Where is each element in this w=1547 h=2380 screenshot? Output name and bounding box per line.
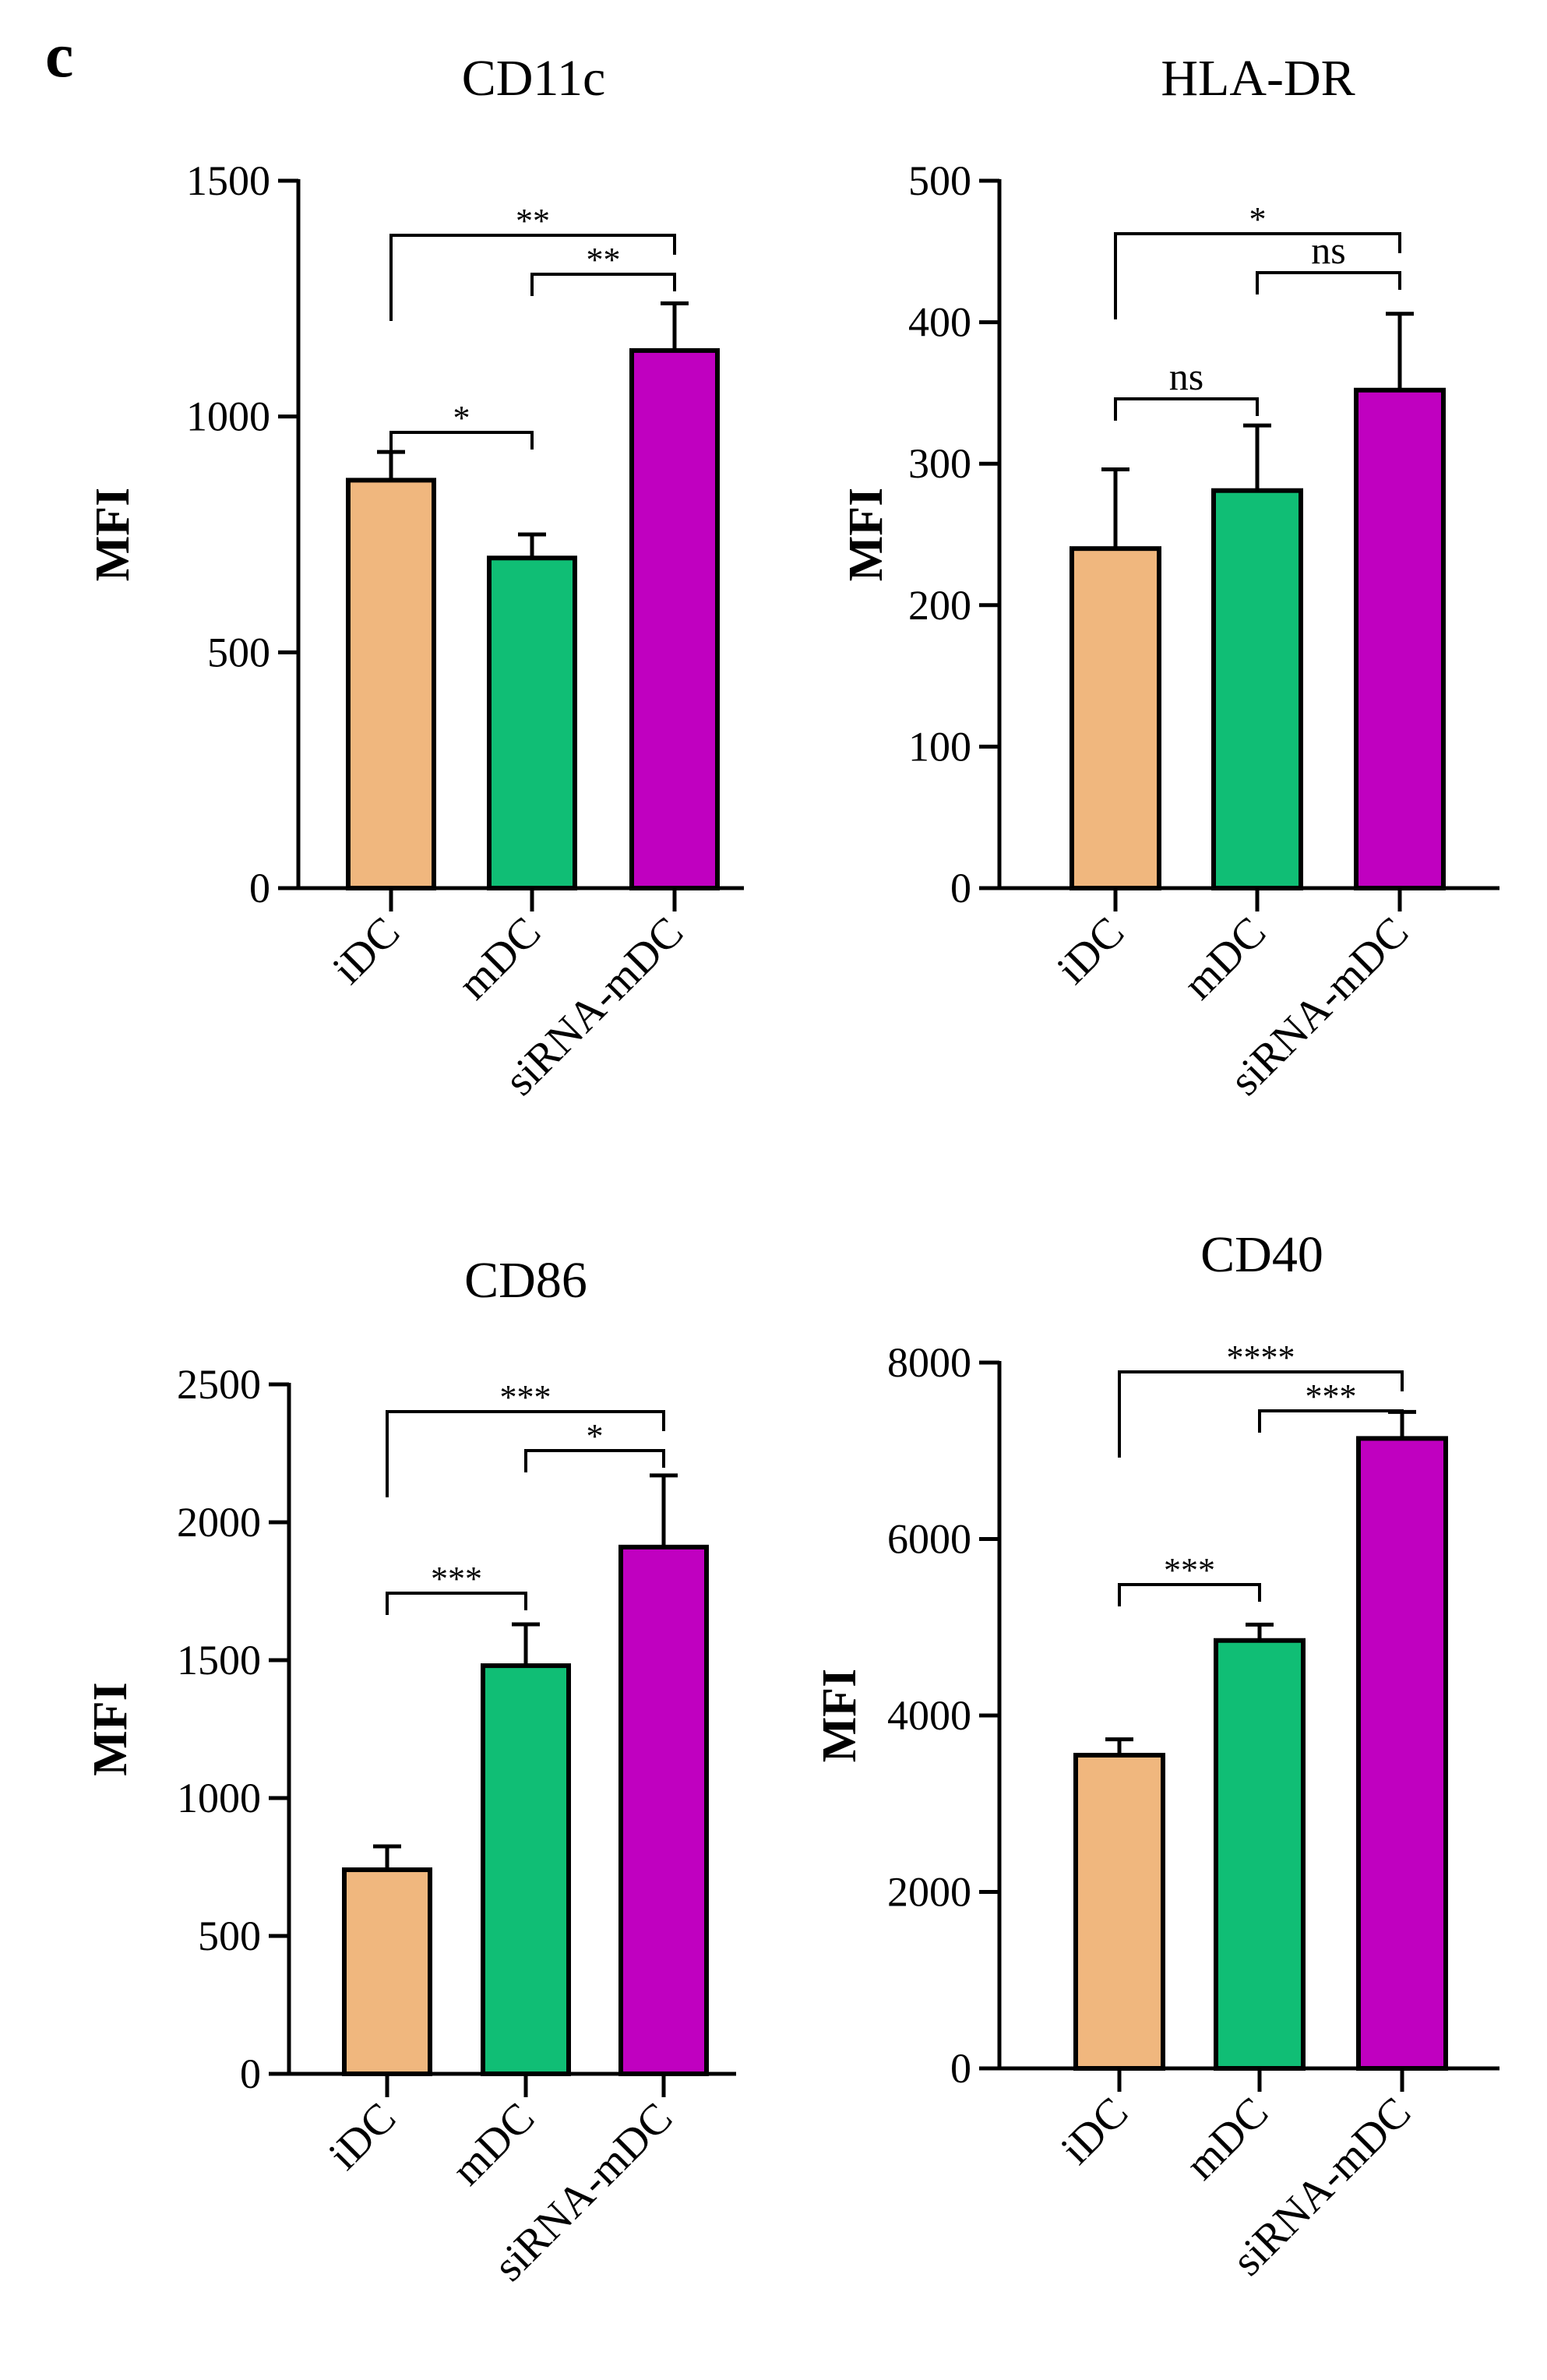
y-axis-label: MFI: [813, 1669, 866, 1763]
bar-mdc: [1211, 488, 1303, 890]
error-bar-idc: [1101, 467, 1129, 549]
bar-sirna-mdc: [1354, 387, 1446, 890]
y-tick-label: 200: [908, 582, 971, 629]
x-tick-label-mdc: mDC: [1175, 908, 1276, 1009]
y-axis-label: MFI: [840, 488, 893, 582]
error-bar-sirna-mdc: [661, 301, 689, 351]
significance-label: ***: [500, 1378, 551, 1416]
bar-sirna-mdc: [629, 347, 720, 891]
significance-bracket-idc-sirna-mdc: *: [1114, 200, 1401, 319]
bar-idc: [342, 1867, 432, 2077]
error-bar-idc: [1105, 1737, 1133, 1755]
chart-title: HLA-DR: [1161, 50, 1355, 107]
x-tick-label-idc: iDC: [319, 2093, 405, 2179]
significance-bracket-idc-sirna-mdc: ***: [386, 1378, 665, 1497]
significance-label: *: [453, 399, 470, 437]
significance-label: ns: [1169, 354, 1203, 398]
y-tick-label: 4000: [887, 1692, 971, 1739]
bar-mdc: [481, 1663, 571, 2077]
bar-mdc: [1214, 1638, 1306, 2071]
significance-bracket-idc-mdc: *: [389, 399, 534, 454]
y-tick-label: 2500: [177, 1361, 261, 1408]
significance-label: **: [587, 241, 621, 279]
y-tick-label: 2000: [177, 1499, 261, 1546]
y-tick-label: 500: [908, 157, 971, 204]
y-tick-label: 300: [908, 440, 971, 487]
x-tick-label-mdc: mDC: [1177, 2088, 1278, 2189]
significance-bracket-idc-sirna-mdc: **: [389, 202, 676, 321]
y-tick-label: 1500: [186, 157, 270, 204]
bar-mdc: [487, 555, 577, 890]
error-bar-mdc: [518, 532, 546, 559]
x-tick-label-idc: iDC: [1048, 908, 1133, 993]
significance-label: ***: [1306, 1377, 1357, 1416]
x-tick-label-idc: iDC: [323, 908, 409, 993]
error-bar-sirna-mdc: [650, 1473, 678, 1547]
y-tick-label: 0: [950, 2045, 971, 2092]
significance-bracket-idc-mdc: ***: [1118, 1551, 1261, 1606]
error-bar-idc: [373, 1844, 401, 1871]
error-bar-idc: [377, 450, 405, 481]
y-tick-label: 100: [908, 723, 971, 770]
y-tick-label: 1500: [177, 1637, 261, 1684]
panel-label: c: [45, 19, 73, 90]
y-tick-label: 0: [240, 2050, 261, 2097]
significance-label: *: [587, 1417, 604, 1455]
significance-label: ****: [1227, 1338, 1295, 1377]
significance-bracket-mdc-sirna-mdc: *: [524, 1417, 665, 1472]
x-tick-label-mdc: mDC: [449, 908, 551, 1009]
bar-sirna-mdc: [618, 1544, 709, 2076]
bar-idc: [346, 478, 436, 890]
x-tick-label-mdc: mDC: [443, 2093, 544, 2195]
significance-label: ns: [1311, 228, 1345, 272]
y-tick-label: 1000: [186, 393, 270, 440]
error-bar-mdc: [1246, 1622, 1274, 1641]
y-tick-label: 6000: [887, 1516, 971, 1563]
y-tick-label: 8000: [887, 1339, 971, 1386]
significance-label: **: [516, 202, 550, 240]
y-tick-label: 1000: [177, 1775, 261, 1821]
significance-bracket-idc-mdc: ***: [386, 1560, 527, 1615]
significance-bracket-mdc-sirna-mdc: **: [530, 241, 676, 296]
significance-bracket-idc-sirna-mdc: ****: [1118, 1338, 1404, 1458]
bar-idc: [1070, 546, 1161, 890]
chart-title: CD86: [464, 1252, 587, 1309]
y-tick-label: 500: [198, 1913, 261, 1959]
bar-idc: [1073, 1752, 1165, 2071]
significance-label: ***: [431, 1560, 482, 1598]
y-tick-label: 0: [249, 865, 270, 911]
significance-bracket-mdc-sirna-mdc: ***: [1258, 1377, 1404, 1433]
significance-label: ***: [1164, 1551, 1215, 1589]
error-bar-sirna-mdc: [1386, 312, 1414, 390]
significance-bracket-idc-mdc: ns: [1114, 354, 1259, 421]
significance-bracket-mdc-sirna-mdc: ns: [1256, 228, 1401, 294]
error-bar-mdc: [1243, 423, 1271, 491]
significance-label: *: [1249, 200, 1267, 238]
chart-title: CD11c: [462, 50, 606, 107]
chart-title: CD40: [1200, 1226, 1323, 1283]
y-axis-label: MFI: [84, 1682, 137, 1776]
y-tick-label: 0: [950, 865, 971, 911]
y-tick-label: 2000: [887, 1869, 971, 1916]
y-tick-label: 400: [908, 299, 971, 346]
y-axis-label: MFI: [86, 488, 139, 582]
x-tick-label-idc: iDC: [1052, 2088, 1137, 2174]
bar-sirna-mdc: [1356, 1436, 1448, 2071]
error-bar-mdc: [512, 1622, 540, 1666]
y-tick-label: 500: [207, 629, 270, 675]
